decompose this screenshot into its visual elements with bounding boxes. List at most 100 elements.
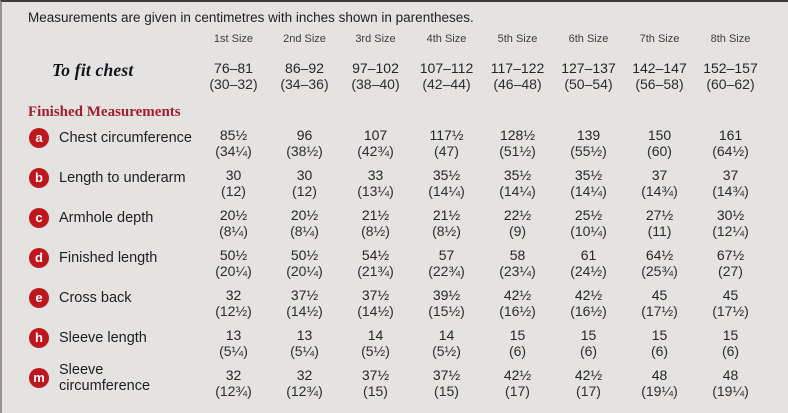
row-label: Sleeve circumference bbox=[59, 361, 151, 394]
value-cm: 96 bbox=[296, 127, 313, 143]
row-label: Cross back bbox=[59, 289, 132, 306]
value-in: (8¼) bbox=[219, 223, 248, 239]
row-key-badge: c bbox=[29, 207, 49, 228]
value-in: (12¾) bbox=[215, 383, 252, 399]
value-cm: 50½ bbox=[290, 247, 319, 263]
value-cm: 57 bbox=[438, 247, 455, 263]
measurement-cell: 42½ (16½) bbox=[482, 287, 553, 319]
measurement-cell: 32 (12½) bbox=[198, 287, 269, 319]
value-cm: 37½ bbox=[432, 367, 461, 383]
value-cm: 67½ bbox=[716, 247, 745, 263]
measurement-cell: 96 (38½) bbox=[269, 127, 340, 159]
column-header: 8th Size bbox=[710, 33, 751, 45]
row-label: Sleeve length bbox=[59, 329, 147, 346]
value-cm: 139 bbox=[576, 127, 601, 143]
measurement-row: b Length to underarm 30 (12) 30 (12) 33 (13¼) 35… bbox=[2, 167, 788, 199]
value-cm: 37 bbox=[651, 167, 668, 183]
finished-measurements-heading: Finished Measurements bbox=[28, 104, 181, 120]
value-in: (64½) bbox=[712, 143, 749, 159]
measurement-cell: 20½ (8¼) bbox=[269, 207, 340, 239]
measurement-cell: 21½ (8½) bbox=[411, 207, 482, 239]
column-header: 6th Size bbox=[568, 33, 609, 45]
value-in: (27) bbox=[718, 263, 743, 279]
measurement-cell: 15 (6) bbox=[553, 327, 624, 359]
value-cm: 42½ bbox=[503, 287, 532, 303]
row-label-cell: h Sleeve length bbox=[2, 327, 198, 348]
measurement-row: e Cross back 32 (12½) 37½ (14½) 37½ (14½) 39½ (15… bbox=[2, 287, 788, 319]
measurement-cell: 37½ (14½) bbox=[269, 287, 340, 319]
value-in: (24½) bbox=[570, 263, 607, 279]
value-cm: 150 bbox=[647, 127, 672, 143]
value-in: (60) bbox=[647, 143, 672, 159]
row-label-cell: c Armhole depth bbox=[2, 207, 198, 228]
value-cm: 42½ bbox=[574, 287, 603, 303]
value-in: (5½) bbox=[432, 343, 461, 359]
measurement-cell: 37½ (15) bbox=[340, 367, 411, 399]
measurement-cell: 58 (23¼) bbox=[482, 247, 553, 279]
measurement-cell: 15 (6) bbox=[695, 327, 766, 359]
value-in: (56–58) bbox=[635, 76, 684, 92]
measurement-row: d Finished length 50½ (20¼) 50½ (20¼) 54½ (21¾)… bbox=[2, 247, 788, 279]
value-in: (8½) bbox=[432, 223, 461, 239]
value-cm: 32 bbox=[225, 287, 242, 303]
value-in: (14½) bbox=[286, 303, 323, 319]
column-header: 1st Size bbox=[213, 33, 254, 45]
measurement-cell: 97–102 (38–40) bbox=[340, 60, 411, 92]
value-cm: 37½ bbox=[361, 367, 390, 383]
value-in: (17) bbox=[505, 383, 530, 399]
value-cm: 61 bbox=[580, 247, 597, 263]
value-cm: 30 bbox=[225, 167, 242, 183]
measurement-cell: 64½ (25¾) bbox=[624, 247, 695, 279]
measurement-cell: 32 (12¾) bbox=[198, 367, 269, 399]
value-cm: 30½ bbox=[716, 207, 745, 223]
measurement-cell: 37½ (14½) bbox=[340, 287, 411, 319]
measurement-cell: 27½ (11) bbox=[624, 207, 695, 239]
value-in: (12) bbox=[292, 183, 317, 199]
value-cm: 50½ bbox=[219, 247, 248, 263]
value-in: (14¼) bbox=[428, 183, 465, 199]
value-in: (13¼) bbox=[357, 183, 394, 199]
value-in: (14¼) bbox=[499, 183, 536, 199]
measurement-cell: 86–92 (34–36) bbox=[269, 60, 340, 92]
value-in: (17½) bbox=[712, 303, 749, 319]
value-cm: 35½ bbox=[574, 167, 603, 183]
value-in: (17) bbox=[576, 383, 601, 399]
value-cm: 85½ bbox=[219, 127, 248, 143]
measurement-cell: 25½ (10¼) bbox=[553, 207, 624, 239]
value-in: (19¼) bbox=[712, 383, 749, 399]
measurement-cell: 57 (22¾) bbox=[411, 247, 482, 279]
value-in: (6) bbox=[508, 343, 527, 359]
value-cm: 21½ bbox=[432, 207, 461, 223]
value-in: (30–32) bbox=[209, 76, 258, 92]
measurement-cell: 30½ (12¼) bbox=[695, 207, 766, 239]
size-header-row: 1st Size 2nd Size 3rd Size 4th Size 5th Size… bbox=[2, 33, 788, 54]
value-in: (17½) bbox=[641, 303, 678, 319]
value-in: (11) bbox=[647, 223, 672, 239]
value-cm: 76–81 bbox=[214, 60, 253, 76]
value-in: (14¾) bbox=[641, 183, 678, 199]
value-cm: 20½ bbox=[219, 207, 248, 223]
value-cm: 42½ bbox=[503, 367, 532, 383]
value-cm: 42½ bbox=[574, 367, 603, 383]
value-cm: 37 bbox=[722, 167, 739, 183]
measurement-cell: 142–147 (56–58) bbox=[624, 60, 695, 92]
value-cm: 48 bbox=[722, 367, 739, 383]
row-label-cell: b Length to underarm bbox=[2, 167, 198, 188]
value-in: (38½) bbox=[286, 143, 323, 159]
measurement-cell: 42½ (16½) bbox=[553, 287, 624, 319]
value-in: (15) bbox=[434, 383, 459, 399]
value-in: (16½) bbox=[499, 303, 536, 319]
value-in: (20¼) bbox=[286, 263, 323, 279]
measurement-row: h Sleeve length 13 (5¼) 13 (5¼) 14 (5½) 14 (5½) 15… bbox=[2, 327, 788, 359]
column-header: 5th Size bbox=[497, 33, 538, 45]
value-in: (21¾) bbox=[357, 263, 394, 279]
to-fit-chest-label: To fit chest bbox=[52, 60, 134, 80]
measurement-cell: 54½ (21¾) bbox=[340, 247, 411, 279]
measurement-cell: 35½ (14¼) bbox=[553, 167, 624, 199]
value-in: (5¼) bbox=[219, 343, 248, 359]
value-cm: 21½ bbox=[361, 207, 390, 223]
column-header: 7th Size bbox=[639, 33, 680, 45]
value-cm: 128½ bbox=[499, 127, 536, 143]
measurement-cell: 48 (19¼) bbox=[695, 367, 766, 399]
value-cm: 64½ bbox=[645, 247, 674, 263]
